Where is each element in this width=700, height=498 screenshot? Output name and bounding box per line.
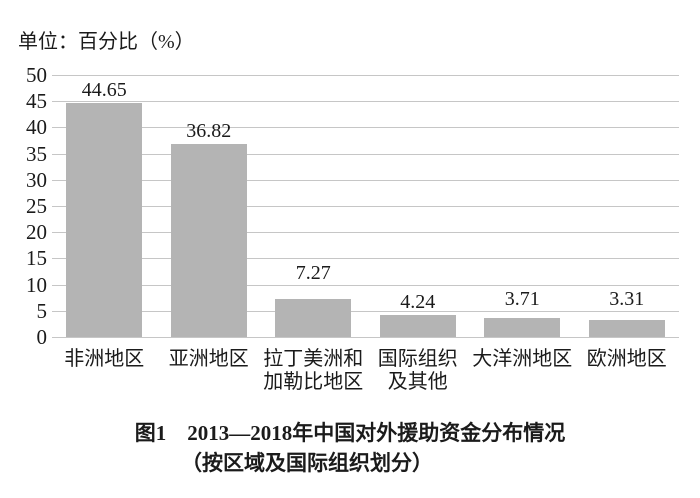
category-label-oceania: 大洋洲地区: [457, 348, 587, 371]
y-axis-unit-label: 单位：百分比（%）: [18, 31, 195, 53]
category-label-line: 拉丁美洲和: [263, 348, 364, 370]
y-axis-tick-label: 30: [26, 167, 47, 192]
gridline: [52, 284, 679, 286]
bar-value-label: 36.82: [186, 120, 232, 143]
category-label-latin-america-caribbean: 拉丁美洲和 加勒比地区: [248, 348, 378, 394]
gridline: [52, 310, 679, 312]
bar-intl-org-other: [379, 314, 456, 337]
bar-value-label: 44.65: [81, 79, 127, 102]
gridline: [52, 179, 679, 181]
bar-value-label: 4.24: [400, 290, 436, 313]
gridline: [52, 232, 679, 234]
bar-oceania: [484, 317, 561, 337]
gridline: [52, 101, 679, 103]
bar-europe: [588, 319, 665, 337]
category-label-africa: 非洲地区: [39, 348, 169, 371]
y-axis-tick-label: 40: [26, 115, 47, 140]
y-axis-tick-label: 0: [36, 325, 48, 349]
bar-value-label: 3.71: [504, 287, 540, 310]
bar-africa: [66, 103, 143, 337]
figure-caption-subtitle: （按区域及国际组织划分）: [181, 451, 433, 475]
category-label-line: 亚洲地区: [168, 348, 249, 370]
gridline: [52, 337, 679, 338]
y-axis-tick-label: 45: [26, 89, 47, 114]
y-axis-tick-label: 50: [26, 63, 47, 87]
bar-latin-america-caribbean: [275, 298, 352, 337]
y-axis-tick-label: 10: [26, 272, 47, 297]
figure-caption-title: 图1 2013—2018年中国对外援助资金分布情况: [134, 421, 566, 445]
category-label-line: 国际组织: [377, 348, 458, 370]
category-label-intl-org-other: 国际组织 及其他: [353, 348, 483, 394]
category-label-europe: 欧洲地区: [562, 348, 692, 371]
gridline: [52, 258, 679, 260]
y-axis-tick-label: 5: [36, 298, 48, 323]
category-label-line: 大洋洲地区: [472, 348, 573, 370]
category-label-line: 及其他: [387, 371, 448, 393]
y-axis-tick-label: 15: [26, 246, 47, 271]
category-label-line: 非洲地区: [64, 348, 145, 370]
bar-value-label: 3.31: [609, 287, 645, 310]
gridline: [52, 206, 679, 207]
category-label-asia: 亚洲地区: [144, 348, 274, 371]
category-label-line: 欧洲地区: [586, 348, 667, 370]
y-axis-tick-label: 35: [26, 141, 47, 166]
y-axis-tick-label: 25: [26, 194, 47, 218]
bar-value-label: 7.27: [295, 261, 331, 284]
y-axis-tick-label: 20: [26, 220, 47, 245]
gridline: [52, 127, 679, 129]
category-label-line: 加勒比地区: [263, 371, 364, 393]
bar-asia: [170, 144, 247, 337]
gridline: [52, 75, 679, 76]
gridline: [52, 153, 679, 155]
